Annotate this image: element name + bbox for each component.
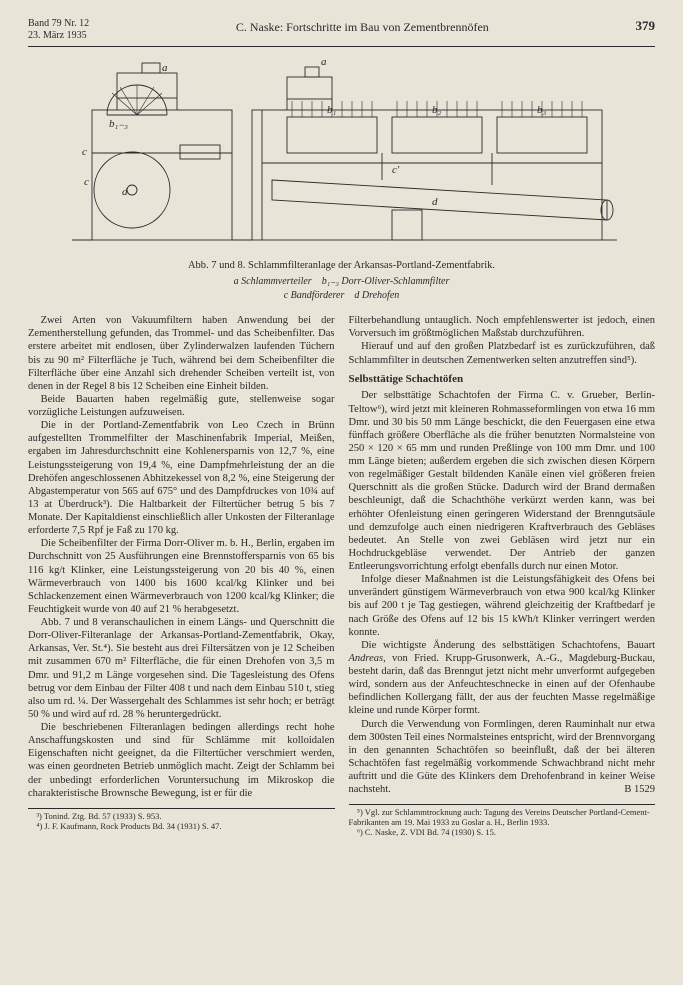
footnotes-right: ⁵) Vgl. zur Schlammtrocknung auch: Tagun… (349, 804, 656, 837)
para: Die Scheibenfilter der Firma Dorr-Oliver… (28, 537, 335, 616)
label-a1: a (162, 62, 168, 74)
technical-drawing: a a b₁₋₃ b₁ b₂ b₃ c c c' d d (62, 55, 622, 255)
header-issue: Band 79 Nr. 12 23. März 1935 (28, 18, 89, 42)
label-b2: b₂ (432, 104, 442, 116)
left-column: Zwei Arten von Vakuumfiltern haben Anwen… (28, 314, 335, 837)
date-label: 23. März 1935 (28, 30, 89, 42)
caption-main: Abb. 7 und 8. Schlammfilteranlage der Ar… (28, 259, 655, 273)
volume-label: Band 79 Nr. 12 (28, 18, 89, 30)
figure-caption: Abb. 7 und 8. Schlammfilteranlage der Ar… (28, 259, 655, 302)
page-number: 379 (636, 18, 656, 34)
page-header: Band 79 Nr. 12 23. März 1935 C. Naske: F… (28, 18, 655, 47)
section-heading: Selbsttätige Schachtöfen (349, 373, 656, 387)
para: Der selbsttätige Schachtofen der Firma C… (349, 389, 656, 573)
para: Filterbehandlung untauglich. Noch empfeh… (349, 314, 656, 340)
article-signature: B 1529 (612, 783, 655, 796)
label-c1: c (82, 146, 87, 158)
legend-b: b₁₋₃ Dorr-Oliver-Schlammfilter (322, 276, 450, 287)
legend-a: a Schlammverteiler (234, 276, 312, 287)
para-text: , von Fried. Krupp-Grusonwerk, A.-G., Ma… (349, 653, 656, 717)
para-text: Die wichtigste Änderung des selbsttätige… (361, 640, 655, 651)
label-d1: d (122, 186, 128, 198)
footnote: ⁴) J. F. Kaufmann, Rock Products Bd. 34 … (28, 822, 335, 832)
para: Die wichtigste Änderung des selbsttätige… (349, 639, 656, 718)
para: Die in der Portland-Zementfabrik von Leo… (28, 419, 335, 537)
caption-legend: a Schlammverteiler b₁₋₃ Dorr-Oliver-Schl… (28, 275, 655, 302)
para: Durch die Verwendung von Formlingen, der… (349, 718, 656, 797)
label-b3: b₃ (537, 104, 547, 116)
para-text: Durch die Verwendung von Formlingen, der… (349, 719, 656, 796)
footnotes-left: ³) Tonind. Ztg. Bd. 57 (1933) S. 953. ⁴)… (28, 808, 335, 832)
para-italic: Andreas (349, 653, 384, 664)
label-b1: b₁ (327, 104, 337, 116)
right-column: Filterbehandlung untauglich. Noch empfeh… (349, 314, 656, 837)
para: Hierauf und auf den großen Platzbedarf i… (349, 340, 656, 366)
legend-c: c Bandförderer (284, 290, 345, 301)
label-a2: a (321, 56, 327, 68)
para: Beide Bauarten haben regelmäßig gute, st… (28, 393, 335, 419)
para: Abb. 7 und 8 veranschaulichen in einem L… (28, 616, 335, 721)
label-cprime: c' (392, 164, 400, 176)
label-c2: c (84, 176, 89, 188)
legend-d: d Drehofen (354, 290, 399, 301)
label-b13: b₁₋₃ (109, 118, 128, 130)
footnote: ⁶) C. Naske, Z. VDI Bd. 74 (1930) S. 15. (349, 828, 656, 838)
label-d2: d (432, 196, 438, 208)
article-title: C. Naske: Fortschritte im Bau von Zement… (89, 18, 635, 35)
text-columns: Zwei Arten von Vakuumfiltern haben Anwen… (28, 314, 655, 837)
footnote: ⁵) Vgl. zur Schlammtrocknung auch: Tagun… (349, 808, 656, 828)
para: Die beschriebenen Filteranlagen bedingen… (28, 721, 335, 800)
figure-7-8: a a b₁₋₃ b₁ b₂ b₃ c c c' d d Abb. 7 und … (28, 55, 655, 302)
para: Infolge dieser Maßnahmen ist die Leistun… (349, 573, 656, 639)
para: Zwei Arten von Vakuumfiltern haben Anwen… (28, 314, 335, 393)
